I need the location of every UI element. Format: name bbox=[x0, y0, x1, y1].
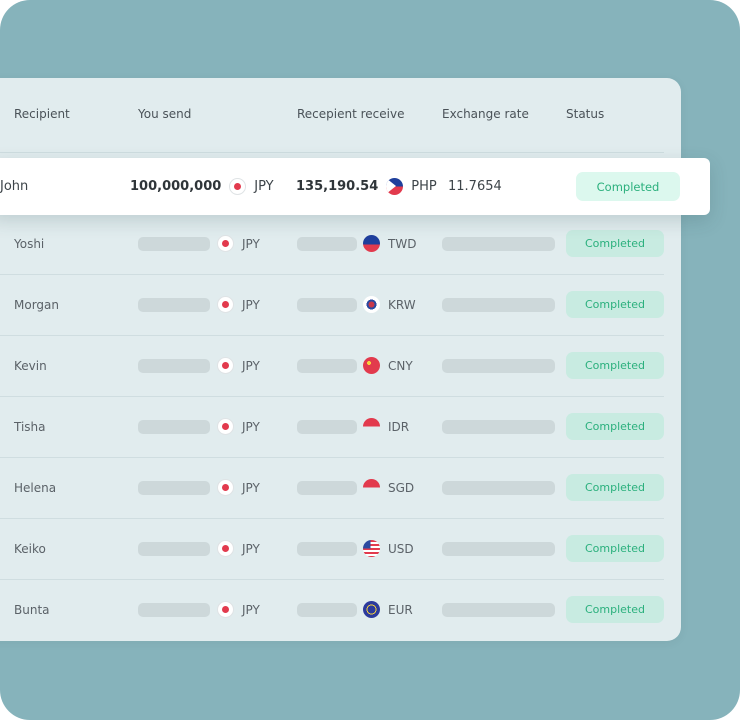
recipient-name: Tisha bbox=[14, 419, 46, 434]
philippines-flag-icon bbox=[386, 178, 404, 195]
send-currency: JPY bbox=[242, 297, 260, 312]
receive-amount: 135,190.54 bbox=[296, 179, 379, 194]
receive-amount-placeholder bbox=[297, 602, 357, 617]
send-currency: JPY bbox=[242, 358, 260, 373]
header-divider bbox=[0, 152, 664, 153]
header-you-send: You send bbox=[138, 107, 192, 121]
receive-currency: USD bbox=[388, 541, 414, 556]
taiwan-flag-icon bbox=[363, 235, 380, 252]
japan-flag-icon bbox=[217, 479, 234, 496]
table-row[interactable]: Tisha JPY IDR Completed bbox=[0, 396, 664, 458]
status-badge: Completed bbox=[566, 230, 664, 257]
table-row[interactable]: Morgan JPY KRW Completed bbox=[0, 274, 664, 336]
receive-amount-placeholder bbox=[297, 297, 357, 312]
japan-flag-icon bbox=[217, 296, 234, 313]
send-currency: JPY bbox=[242, 236, 260, 251]
receive-currency: TWD bbox=[388, 236, 417, 251]
receive-amount-placeholder bbox=[297, 419, 357, 434]
send-amount-placeholder bbox=[138, 541, 210, 556]
china-flag-icon bbox=[363, 357, 380, 374]
send-amount: 100,000,000 bbox=[130, 179, 222, 194]
highlighted-row[interactable]: John 100,000,000 JPY 135,190.54 PHP 11.7… bbox=[0, 158, 710, 215]
receive-amount-placeholder bbox=[297, 541, 357, 556]
receive-currency: PHP bbox=[411, 179, 437, 194]
send-amount-placeholder bbox=[138, 480, 210, 495]
south-korea-flag-icon bbox=[363, 296, 380, 313]
exchange-rate-placeholder bbox=[442, 358, 555, 373]
table-row[interactable]: Bunta JPY EUR Completed bbox=[0, 579, 664, 640]
send-currency: JPY bbox=[242, 602, 260, 617]
send-amount-placeholder bbox=[138, 419, 210, 434]
japan-flag-icon bbox=[217, 601, 234, 618]
status-badge: Completed bbox=[566, 291, 664, 318]
japan-flag-icon bbox=[217, 418, 234, 435]
exchange-rate-placeholder bbox=[442, 602, 555, 617]
header-exchange-rate: Exchange rate bbox=[442, 107, 529, 121]
receive-amount-placeholder bbox=[297, 480, 357, 495]
table-row[interactable]: Keiko JPY USD Completed bbox=[0, 518, 664, 580]
eu-flag-icon bbox=[363, 601, 380, 618]
receive-currency: CNY bbox=[388, 358, 413, 373]
header-recipient-receive: Recepient receive bbox=[297, 107, 405, 121]
recipient-name: Yoshi bbox=[14, 236, 45, 251]
send-currency: JPY bbox=[242, 419, 260, 434]
recipient-name: Helena bbox=[14, 480, 57, 495]
japan-flag-icon bbox=[217, 357, 234, 374]
usa-flag-icon bbox=[363, 540, 380, 557]
receive-currency: KRW bbox=[388, 297, 416, 312]
recipient-name: Bunta bbox=[14, 602, 50, 617]
exchange-rate-placeholder bbox=[442, 297, 555, 312]
exchange-rate: 11.7654 bbox=[448, 179, 502, 194]
status-badge: Completed bbox=[566, 596, 664, 623]
recipient-name: Morgan bbox=[14, 297, 59, 312]
table-row[interactable]: Yoshi JPY TWD Completed bbox=[0, 213, 664, 275]
table-row[interactable]: Helena JPY SGD Completed bbox=[0, 457, 664, 519]
send-amount-placeholder bbox=[138, 602, 210, 617]
receive-amount-placeholder bbox=[297, 358, 357, 373]
send-currency: JPY bbox=[254, 179, 274, 194]
recipient-name: Kevin bbox=[14, 358, 47, 373]
exchange-rate-placeholder bbox=[442, 480, 555, 495]
send-amount-placeholder bbox=[138, 236, 210, 251]
singapore-flag-icon bbox=[363, 479, 380, 496]
header-status: Status bbox=[566, 107, 605, 121]
status-badge: Completed bbox=[576, 172, 680, 201]
send-amount-placeholder bbox=[138, 297, 210, 312]
exchange-rate-placeholder bbox=[442, 419, 555, 434]
receive-currency: SGD bbox=[388, 480, 415, 495]
recipient-name: John bbox=[0, 179, 29, 194]
exchange-rate-placeholder bbox=[442, 541, 555, 556]
send-amount-placeholder bbox=[138, 358, 210, 373]
japan-flag-icon bbox=[217, 540, 234, 557]
japan-flag-icon bbox=[217, 235, 234, 252]
table-row[interactable]: Kevin JPY CNY Completed bbox=[0, 335, 664, 397]
exchange-rate-placeholder bbox=[442, 236, 555, 251]
status-badge: Completed bbox=[566, 474, 664, 501]
send-currency: JPY bbox=[242, 541, 260, 556]
receive-currency: IDR bbox=[388, 419, 410, 434]
send-currency: JPY bbox=[242, 480, 260, 495]
indonesia-flag-icon bbox=[363, 418, 380, 435]
receive-amount-placeholder bbox=[297, 236, 357, 251]
receive-currency: EUR bbox=[388, 602, 413, 617]
status-badge: Completed bbox=[566, 535, 664, 562]
japan-flag-icon bbox=[229, 178, 247, 195]
status-badge: Completed bbox=[566, 352, 664, 379]
recipient-name: Keiko bbox=[14, 541, 46, 556]
status-badge: Completed bbox=[566, 413, 664, 440]
header-recipient: Recipient bbox=[14, 107, 70, 121]
